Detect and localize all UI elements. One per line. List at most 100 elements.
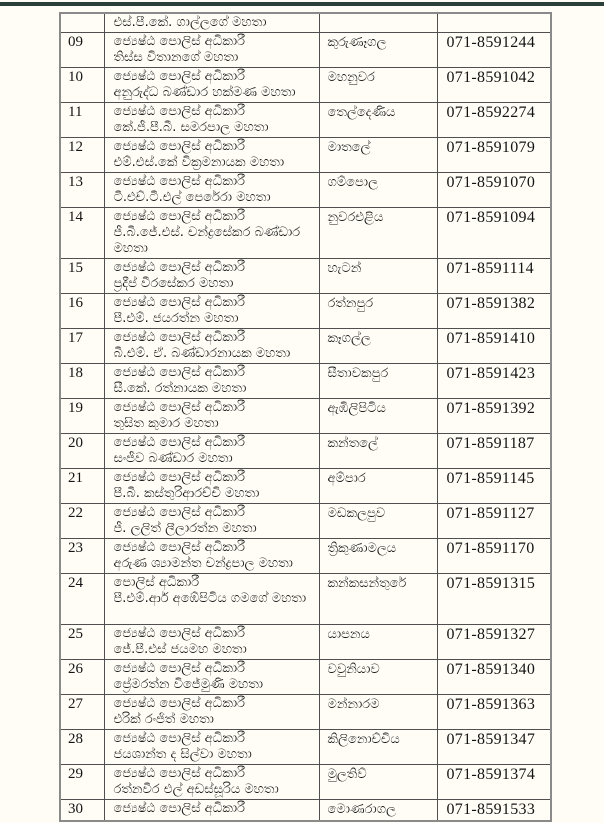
- table-row: 23 ජ්‍යෙෂ්ඨ පොලිස් අධිකාරී අරුණ ශ්‍යාමන්ත …: [59, 538, 552, 574]
- officer-name: ජයශාන්ත ද සිල්වා මහතා: [113, 747, 252, 762]
- officer-rank-title: ජ්‍යෙෂ්ඨ පොලිස් අධිකාරී: [113, 69, 246, 84]
- officer-name: ප්‍රදීප් වීරසේකර මහතා: [113, 276, 234, 291]
- police-officers-contact-table: එස්.පී.කේ. ගාල්ලගේ මහතා 09 ජ්‍යෙෂ්ඨ පොලිස්…: [59, 12, 552, 822]
- cell-officer: ජ්‍යෙෂ්ඨ පොලිස් අධිකාරී තුසිත කුමාර මහතා: [103, 398, 320, 434]
- cell-row-number: 13: [59, 172, 105, 208]
- cell-row-number: 20: [59, 433, 105, 469]
- cell-phone-number: 071-8591347: [436, 729, 552, 765]
- officer-name: රත්නවීර එල් අඩස්සූරිය මහතා: [113, 782, 279, 797]
- cell-phone-number: 071-8591315: [436, 573, 552, 625]
- officer-name: අරුණ ශ්‍යාමන්ත චන්ද්‍රපාල මහතා: [113, 556, 293, 571]
- cell-phone-number: 071-8591392: [436, 398, 552, 434]
- cell-row-number: 14: [59, 207, 105, 259]
- table-row: 20 ජ්‍යෙෂ්ඨ පොලිස් අධිකාරී සංජීව බණ්ඩාර මහ…: [59, 433, 552, 469]
- cell-location: ගම්පොල: [318, 172, 438, 208]
- officer-name: එස්.පී.කේ. ගාල්ලගේ මහතා: [113, 15, 267, 30]
- table-row: 26 ජ්‍යෙෂ්ඨ පොලිස් අධිකාරී ප්‍රේමරත්න විජේ…: [59, 659, 552, 695]
- table-row: 27 ජ්‍යෙෂ්ඨ පොලිස් අධිකාරී එරික් රංජිත් මහ…: [59, 694, 552, 730]
- cell-officer: ජ්‍යෙෂ්ඨ පොලිස් අධිකාරී කේ.ජී.පී.බී. සමරප…: [103, 102, 320, 138]
- table-row: 12 ජ්‍යෙෂ්ඨ පොලිස් අධිකාරී එම්.එස්.කේ වික්…: [59, 137, 552, 173]
- cell-location: කන්කසන්තුරේ: [318, 573, 438, 625]
- cell-location: කිලිනොච්චිය: [318, 729, 438, 765]
- cell-row-number: 09: [59, 32, 105, 68]
- officer-rank-title: ජ්‍යෙෂ්ඨ පොලිස් අධිකාරී: [113, 505, 246, 520]
- cell-row-number: 25: [59, 624, 105, 660]
- cell-officer: ජ්‍යෙෂ්ඨ පොලිස් අධිකාරී ජේ.පී.එස් ජයමහ මහ…: [103, 624, 320, 660]
- officer-name: පී.එම්. ජයරත්න මහතා: [113, 311, 239, 326]
- officer-rank-title: ජ්‍යෙෂ්ඨ පොලිස් අධිකාරී: [113, 766, 246, 781]
- cell-row-number: 27: [59, 694, 105, 730]
- officer-rank-title: ජ්‍යෙෂ්ඨ පොලිස් අධිකාරී: [113, 330, 246, 345]
- table-row: 18 ජ්‍යෙෂ්ඨ පොලිස් අධිකාරී සී.කේ. රත්නායක …: [59, 363, 552, 399]
- cell-officer: ජ්‍යෙෂ්ඨ පොලිස් අධිකාරී සී.කේ. රත්නායක මහ…: [103, 363, 320, 399]
- cell-phone-number: 071-8591423: [436, 363, 552, 399]
- cell-officer: ජ්‍යෙෂ්ඨ පොලිස් අධිකාරී ප්‍රේමරත්න විජේමු…: [103, 659, 320, 695]
- cell-officer: ජ්‍යෙෂ්ඨ පොලිස් අධිකාරී: [103, 799, 320, 822]
- table-row: 24 පොලිස් අධිකාරී පී.එම්.ආර් අඹේපිටිය ගමගේ…: [59, 573, 552, 625]
- cell-officer: ජ්‍යෙෂ්ඨ පොලිස් අධිකාරී එරික් රංජිත් මහතා: [103, 694, 320, 730]
- cell-officer: ජ්‍යෙෂ්ඨ පොලිස් අධිකාරී තිස්ස විතානගේ මහත…: [103, 32, 320, 68]
- cell-location: මන්නාරම: [318, 694, 438, 730]
- cell-location: ත්‍රිකුණාමලය: [318, 538, 438, 574]
- officer-name: සංජීව බණ්ඩාර මහතා: [113, 451, 233, 466]
- table-body: එස්.පී.කේ. ගාල්ලගේ මහතා 09 ජ්‍යෙෂ්ඨ පොලිස්…: [59, 12, 552, 822]
- cell-officer: එස්.පී.කේ. ගාල්ලගේ මහතා: [103, 12, 320, 33]
- officer-rank-title: ජ්‍යෙෂ්ඨ පොලිස් අධිකාරී: [113, 400, 246, 415]
- cell-row-number: 18: [59, 363, 105, 399]
- table-row: 11 ජ්‍යෙෂ්ඨ පොලිස් අධිකාරී කේ.ජී.පී.බී. සම…: [59, 102, 552, 138]
- cell-officer: ජ්‍යෙෂ්ඨ පොලිස් අධිකාරී අරුණ ශ්‍යාමන්ත චන…: [103, 538, 320, 574]
- cell-phone-number: 071-8591079: [436, 137, 552, 173]
- officer-name: කේ.ජී.පී.බී. සමරපාල මහතා: [113, 120, 269, 135]
- cell-location: මුලතිව්: [318, 764, 438, 800]
- table-row: 21 ජ්‍යෙෂ්ඨ පොලිස් අධිකාරී පී.බී. කස්තුරිආ…: [59, 468, 552, 504]
- officer-rank-title: ජ්‍යෙෂ්ඨ පොලිස් අධිකාරී: [113, 365, 246, 380]
- officer-rank-title: ජ්‍යෙෂ්ඨ පොලිස් අධිකාරී: [113, 295, 246, 310]
- table-row: 30 ජ්‍යෙෂ්ඨ පොලිස් අධිකාරී මොණරාගල 071-8591…: [59, 799, 552, 822]
- cell-officer: ජ්‍යෙෂ්ඨ පොලිස් අධිකාරී සංජීව බණ්ඩාර මහතා: [103, 433, 320, 469]
- officer-rank-title: ජ්‍යෙෂ්ඨ පොලිස් අධිකාරී: [113, 540, 246, 555]
- table-row: 25 ජ්‍යෙෂ්ඨ පොලිස් අධිකාරී ජේ.පී.එස් ජයමහ …: [59, 624, 552, 660]
- cell-phone-number: 071-8591127: [436, 503, 552, 539]
- table-row: 14 ජ්‍යෙෂ්ඨ පොලිස් අධිකාරී ජී.බී.ජේ.එස්. ච…: [59, 207, 552, 259]
- table-row: 28 ජ්‍යෙෂ්ඨ පොලිස් අධිකාරී ජයශාන්ත ද සිල්ව…: [59, 729, 552, 765]
- cell-row-number: 19: [59, 398, 105, 434]
- cell-phone-number: 071-8592274: [436, 102, 552, 138]
- officer-name: ටී.එච්.ටී.එල් පෙරේරා මහතා: [113, 190, 271, 205]
- cell-officer: ජ්‍යෙෂ්ඨ පොලිස් අධිකාරී පී.එම්. ජයරත්න මහ…: [103, 293, 320, 329]
- cell-officer: ජ්‍යෙෂ්ඨ පොලිස් අධිකාරී ජී. ලලිත් ලීලාරත්…: [103, 503, 320, 539]
- officer-rank-title: පොලිස් අධිකාරී: [113, 575, 200, 590]
- officer-name: තුසිත කුමාර මහතා: [113, 416, 219, 431]
- table-row: 22 ජ්‍යෙෂ්ඨ පොලිස් අධිකාරී ජී. ලලිත් ලීලාර…: [59, 503, 552, 539]
- table-row: 10 ජ්‍යෙෂ්ඨ පොලිස් අධිකාරී අනුරුද්ධ බණ්ඩාර…: [59, 67, 552, 103]
- cell-location: නුවරඑළිය: [318, 207, 438, 259]
- cell-location: ඇඹිලිපිටිය: [318, 398, 438, 434]
- cell-phone-number: [436, 12, 552, 33]
- officer-name: ප්‍රේමරත්න විජේමුණි මහතා: [113, 677, 264, 692]
- cell-location: මඩකලපුව: [318, 503, 438, 539]
- cell-phone-number: 071-8591382: [436, 293, 552, 329]
- table-row: 17 ජ්‍යෙෂ්ඨ පොලිස් අධිකාරී බී.එම්. ඒ. බණ්ඩ…: [59, 328, 552, 364]
- cell-phone-number: 071-8591533: [436, 799, 552, 822]
- cell-row-number: 10: [59, 67, 105, 103]
- cell-location: අම්පාර: [318, 468, 438, 504]
- officer-name: එම්.එස්.කේ වික්‍රමනායක මහතා: [113, 155, 285, 170]
- cell-location: සීතාවකපුර: [318, 363, 438, 399]
- officer-name: ජී. ලලිත් ලීලාරත්න මහතා: [113, 521, 257, 536]
- cell-row-number: 17: [59, 328, 105, 364]
- officer-name: පී.බී. කස්තුරිආරච්චි මහතා: [113, 486, 260, 501]
- officer-rank-title: ජ්‍යෙෂ්ඨ පොලිස් අධිකාරී: [113, 470, 246, 485]
- officer-name: ජී.බී.ජේ.එස්. චන්ද්‍රසේකර බණ්ඩාර මහතා: [113, 225, 301, 256]
- cell-officer: ජ්‍යෙෂ්ඨ පොලිස් අධිකාරී එම්.එස්.කේ වික්‍ර…: [103, 137, 320, 173]
- cell-row-number: 26: [59, 659, 105, 695]
- cell-row-number: 16: [59, 293, 105, 329]
- cell-phone-number: 071-8591187: [436, 433, 552, 469]
- cell-row-number: 23: [59, 538, 105, 574]
- officer-rank-title: ජ්‍යෙෂ්ඨ පොලිස් අධිකාරී: [113, 731, 246, 746]
- officer-name: ජේ.පී.එස් ජයමහ මහතා: [113, 642, 247, 657]
- cell-row-number: 12: [59, 137, 105, 173]
- cell-location: කන්තලේ: [318, 433, 438, 469]
- cell-location: මහනුවර: [318, 67, 438, 103]
- table-row: 09 ජ්‍යෙෂ්ඨ පොලිස් අධිකාරී තිස්ස විතානගේ ම…: [59, 32, 552, 68]
- cell-phone-number: 071-8591363: [436, 694, 552, 730]
